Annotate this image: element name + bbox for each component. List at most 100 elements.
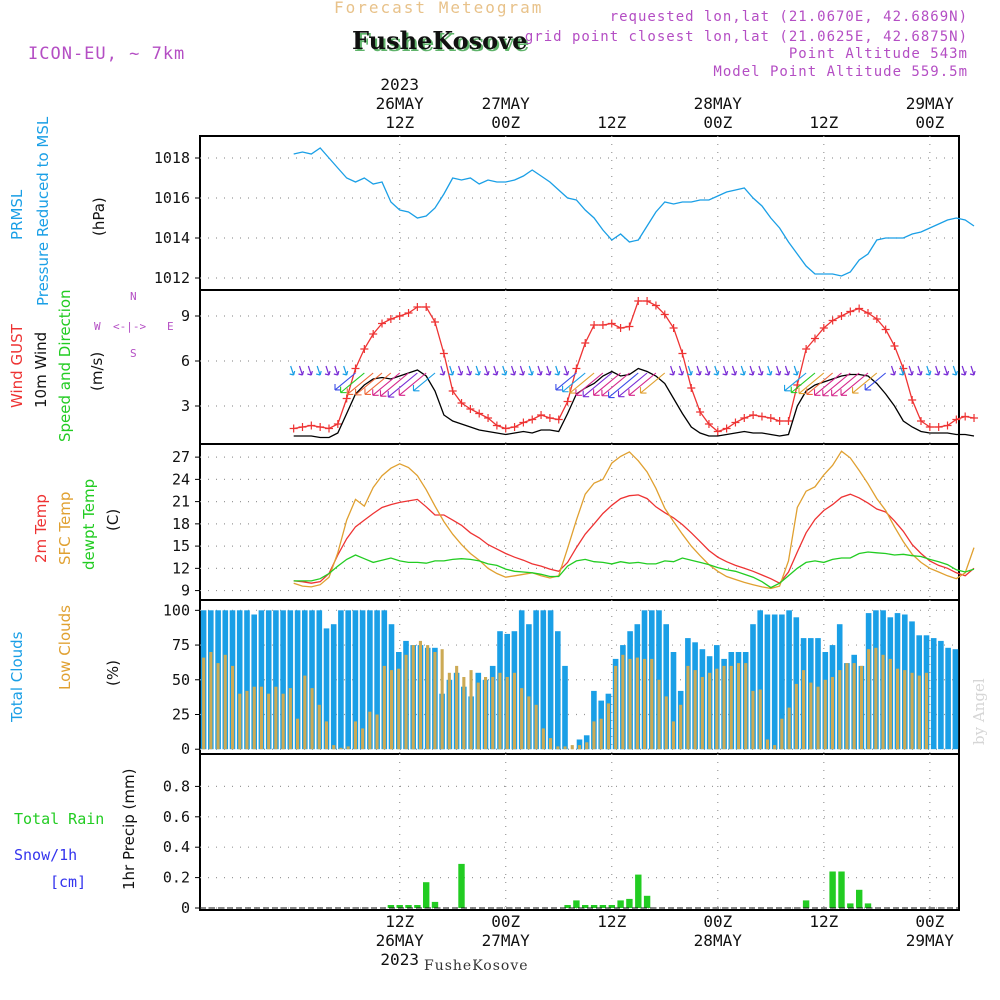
low-cloud-bar (888, 658, 892, 750)
panel-frame (199, 135, 960, 291)
wind-arrow (316, 365, 322, 376)
y-tick-label: 1016 (154, 189, 190, 207)
wind-arrow (916, 365, 923, 376)
wind-arrow (289, 365, 296, 376)
wind-arrow (628, 372, 657, 396)
panel-4 (195, 599, 960, 755)
gust-marker (740, 414, 749, 422)
y-tick-label: 1014 (154, 229, 190, 247)
gust-marker (855, 304, 864, 313)
low-cloud-bar (484, 677, 488, 750)
wind-arrow (840, 372, 869, 396)
wind-arrow (501, 365, 508, 376)
rain-bar (582, 905, 589, 908)
low-cloud-bar (729, 665, 733, 750)
y-tick-label: 25 (172, 706, 190, 724)
rain-bar (856, 889, 863, 908)
wind-arrow (355, 372, 383, 396)
gust-marker (757, 412, 766, 421)
panel-frame (199, 289, 960, 445)
gust-marker (749, 411, 758, 419)
low-cloud-bar (765, 739, 769, 750)
gust-marker (917, 417, 926, 425)
total-cloud-bar (583, 735, 590, 750)
wind-arrow (925, 365, 932, 376)
point-altitude: Point Altitude 543m (788, 46, 968, 62)
low-cloud-bar (462, 677, 466, 750)
low-cloud-bar (223, 654, 227, 750)
gust-marker (439, 349, 448, 358)
gust-marker (431, 318, 440, 326)
rain-bar (599, 905, 607, 908)
total-cloud-bar (244, 610, 250, 750)
low-cloud-bar (671, 721, 675, 750)
low-cloud-bar (520, 688, 524, 750)
wind-line (293, 367, 975, 439)
wind-arrow (731, 365, 738, 376)
gust-marker (704, 420, 713, 428)
total-cloud-bar (280, 610, 286, 750)
low-cloud-bar (397, 668, 401, 750)
wind-arrow (899, 365, 905, 376)
gust-marker (351, 364, 360, 373)
compass-s: S (130, 347, 137, 360)
rain-bar (626, 898, 633, 908)
low-cloud-bar (592, 721, 596, 750)
wind-arrow (510, 365, 517, 376)
gust-marker (625, 322, 634, 331)
total-cloud-bar (309, 610, 315, 750)
low-cloud-bar (896, 668, 900, 750)
y-tick-label: 3 (181, 397, 190, 415)
gust-marker (970, 414, 979, 422)
low-cloud-bar (455, 665, 459, 750)
low-cloud-bar (259, 686, 263, 750)
wind-arrow (806, 372, 833, 395)
gust-marker (731, 418, 740, 427)
gust-marker (378, 319, 387, 328)
total-cloud-bar (663, 624, 669, 750)
gust-marker (369, 330, 378, 338)
wind-arrow (831, 372, 860, 397)
total-cloud-bar (750, 624, 756, 750)
wind-arrow (492, 365, 499, 376)
gust-marker (519, 418, 528, 427)
gust-marker (660, 310, 669, 319)
y-tick-label: 9 (181, 307, 190, 325)
rain-bar (864, 903, 872, 908)
rain-bar (838, 871, 845, 908)
low-cloud-bar (491, 677, 495, 750)
gust-marker (395, 312, 404, 320)
total-cloud-bar (265, 610, 272, 750)
low-cloud-bar (917, 675, 921, 750)
panel-5 (195, 753, 960, 911)
total-cloud-bar (670, 652, 677, 750)
rain-bar (423, 882, 430, 908)
low-cloud-bar (411, 645, 415, 750)
low-cloud-bar (614, 665, 618, 750)
gust-marker (651, 301, 660, 310)
total-cloud-bar (273, 610, 279, 750)
low-cloud-bar (867, 649, 871, 750)
top-tick-label: 12Z (809, 912, 839, 931)
wind-arrow (298, 365, 305, 376)
low-cloud-bar (296, 718, 300, 750)
rain-bar (396, 905, 403, 908)
top-tick-label: 00Z 29MAY (905, 912, 954, 950)
top-tick-label: 27MAY 00Z (481, 94, 530, 132)
wind-arrow (569, 372, 595, 394)
top-tick-label: 00Z 28MAY (693, 912, 742, 950)
low-cloud-bar (874, 647, 878, 750)
wind-arrow (340, 372, 365, 394)
wind-arrow (864, 372, 887, 391)
low-cloud-bar (903, 670, 907, 750)
rain-bar (643, 895, 651, 908)
total-cloud-bar (779, 614, 785, 750)
wind-arrow (687, 365, 693, 376)
gust-marker (713, 427, 722, 436)
gust-marker (766, 414, 775, 422)
wind-arrow (528, 365, 534, 376)
low-cloud-bar (643, 658, 647, 750)
low-cloud-bar (512, 672, 516, 750)
wind-arrow (822, 372, 851, 397)
low-cloud-bar (281, 693, 285, 750)
